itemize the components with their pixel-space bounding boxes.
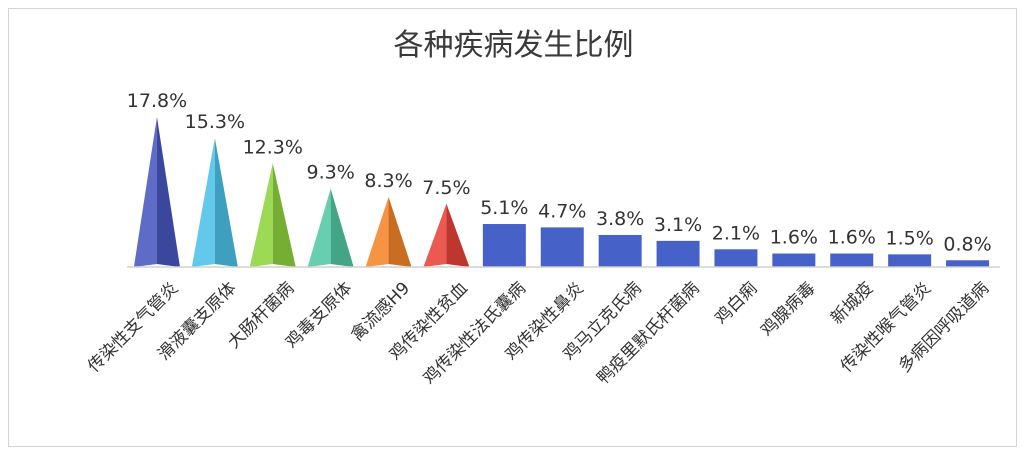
value-label-3: 12.3% <box>243 136 303 158</box>
value-label-13: 1.6% <box>828 227 876 249</box>
chart-mark-5 <box>365 197 412 267</box>
category-label-7: 鸡传染性法氏囊病 <box>420 278 530 388</box>
value-label-10: 3.1% <box>654 214 702 236</box>
value-label-4: 9.3% <box>307 162 355 184</box>
value-label-11: 2.1% <box>712 222 760 244</box>
value-label-14: 1.5% <box>886 227 934 249</box>
chart-mark-10 <box>656 240 700 267</box>
value-label-9: 3.8% <box>596 208 644 230</box>
value-label-6: 7.5% <box>422 177 470 199</box>
chart-title: 各种疾病发生比例 <box>393 28 634 63</box>
chart-mark-15 <box>946 260 990 267</box>
chart-mark-8 <box>540 227 584 267</box>
chart-mark-9 <box>598 234 642 267</box>
chart-mark-7 <box>482 224 526 267</box>
value-label-15: 0.8% <box>943 233 991 255</box>
value-label-8: 4.7% <box>538 200 586 222</box>
category-label-12: 鸡腺病毒 <box>757 278 819 340</box>
chart-mark-2 <box>191 138 238 267</box>
chart-mark-3 <box>249 163 296 267</box>
category-label-10: 鸭疫里默氏杆菌病 <box>593 278 703 388</box>
value-label-1: 17.8% <box>127 90 187 112</box>
category-label-11: 鸡白痢 <box>711 278 761 328</box>
chart-mark-12 <box>772 253 816 267</box>
chart-mark-1 <box>133 117 180 267</box>
chart-mark-13 <box>830 253 874 267</box>
chart-mark-11 <box>714 249 758 267</box>
value-label-7: 5.1% <box>480 197 528 219</box>
chart-mark-6 <box>423 203 470 267</box>
value-label-2: 15.3% <box>185 111 245 133</box>
chart-mark-4 <box>307 188 354 267</box>
value-label-5: 8.3% <box>364 170 412 192</box>
chart-mark-14 <box>888 254 932 267</box>
category-label-13: 新城疫 <box>827 278 877 328</box>
value-label-12: 1.6% <box>770 227 818 249</box>
